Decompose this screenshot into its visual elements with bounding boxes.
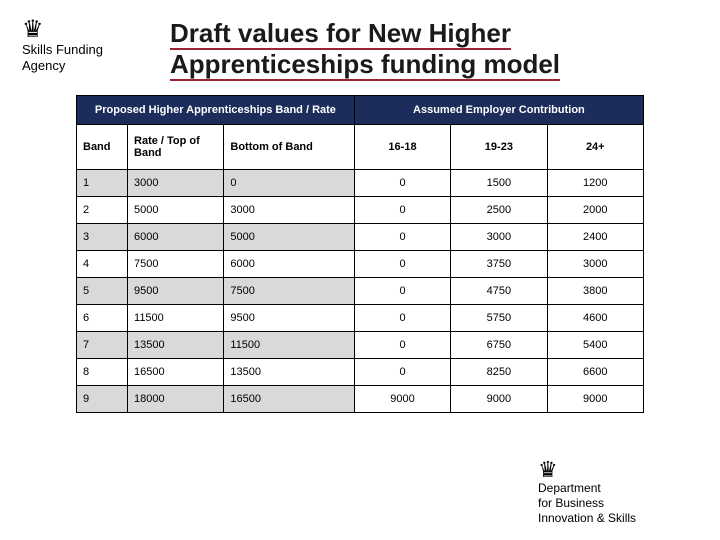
cell-a2: 4750 [451,278,547,305]
cell-a2: 3000 [451,224,547,251]
table-row: 6115009500057504600 [77,305,644,332]
footer-line3: Innovation & Skills [538,511,698,526]
cell-a2: 5750 [451,305,547,332]
cell-bottom: 5000 [224,224,354,251]
cell-a3: 4600 [547,305,643,332]
header-group-left: Proposed Higher Apprenticeships Band / R… [77,96,355,125]
table-row: 475006000037503000 [77,251,644,278]
cell-a3: 6600 [547,359,643,386]
table-row: 595007500047503800 [77,278,644,305]
cell-top: 18000 [128,386,224,413]
cell-a3: 2000 [547,197,643,224]
table-row: 81650013500082506600 [77,359,644,386]
table-row: 250003000025002000 [77,197,644,224]
cell-band: 3 [77,224,128,251]
cell-a2: 2500 [451,197,547,224]
cell-bottom: 9500 [224,305,354,332]
cell-band: 7 [77,332,128,359]
cell-a1: 9000 [354,386,450,413]
cell-top: 11500 [128,305,224,332]
cell-band: 9 [77,386,128,413]
funding-table-container: Proposed Higher Apprenticeships Band / R… [0,87,720,413]
cell-band: 5 [77,278,128,305]
col-bottom: Bottom of Band [224,125,354,170]
col-24plus: 24+ [547,125,643,170]
cell-top: 13500 [128,332,224,359]
table-row: 360005000030002400 [77,224,644,251]
cell-a3: 3000 [547,251,643,278]
cell-a3: 5400 [547,332,643,359]
cell-bottom: 6000 [224,251,354,278]
cell-a2: 6750 [451,332,547,359]
cell-band: 1 [77,170,128,197]
funding-table: Proposed Higher Apprenticeships Band / R… [76,95,644,413]
cell-a2: 3750 [451,251,547,278]
cell-a1: 0 [354,359,450,386]
cell-band: 8 [77,359,128,386]
slide-title: Draft values for New Higher Apprenticesh… [170,18,560,79]
cell-a3: 2400 [547,224,643,251]
cell-a3: 1200 [547,170,643,197]
cell-top: 3000 [128,170,224,197]
cell-bottom: 16500 [224,386,354,413]
header-group-right: Assumed Employer Contribution [354,96,643,125]
footer-line1: Department [538,481,698,496]
table-row: 71350011500067505400 [77,332,644,359]
cell-a3: 9000 [547,386,643,413]
cell-a2: 1500 [451,170,547,197]
cell-top: 6000 [128,224,224,251]
cell-a1: 0 [354,170,450,197]
cell-a2: 8250 [451,359,547,386]
cell-a1: 0 [354,197,450,224]
table-row: 130000015001200 [77,170,644,197]
cell-band: 4 [77,251,128,278]
cell-a1: 0 [354,332,450,359]
cell-band: 6 [77,305,128,332]
table-row: 91800016500900090009000 [77,386,644,413]
title-line1: Draft values for New Higher [170,18,511,50]
cell-top: 7500 [128,251,224,278]
cell-bottom: 7500 [224,278,354,305]
slide-header: ♛ Skills Funding Agency Draft values for… [0,0,720,87]
cell-top: 5000 [128,197,224,224]
cell-top: 16500 [128,359,224,386]
crown-icon: ♛ [22,18,142,42]
col-top: Rate / Top of Band [128,125,224,170]
cell-bottom: 11500 [224,332,354,359]
cell-band: 2 [77,197,128,224]
crown-icon: ♛ [538,459,698,481]
cell-a1: 0 [354,278,450,305]
cell-bottom: 3000 [224,197,354,224]
logo-skills-funding-agency: ♛ Skills Funding Agency [22,18,142,75]
cell-a3: 3800 [547,278,643,305]
cell-bottom: 0 [224,170,354,197]
cell-a2: 9000 [451,386,547,413]
col-19-23: 19-23 [451,125,547,170]
cell-top: 9500 [128,278,224,305]
cell-a1: 0 [354,251,450,278]
title-line2: Apprenticeships funding model [170,49,560,81]
cell-a1: 0 [354,224,450,251]
logo-dept-business: ♛ Department for Business Innovation & S… [538,459,698,526]
logo-text-line1: Skills Funding [22,42,142,58]
cell-a1: 0 [354,305,450,332]
col-16-18: 16-18 [354,125,450,170]
cell-bottom: 13500 [224,359,354,386]
col-band: Band [77,125,128,170]
footer-line2: for Business [538,496,698,511]
logo-text-line2: Agency [22,58,142,74]
